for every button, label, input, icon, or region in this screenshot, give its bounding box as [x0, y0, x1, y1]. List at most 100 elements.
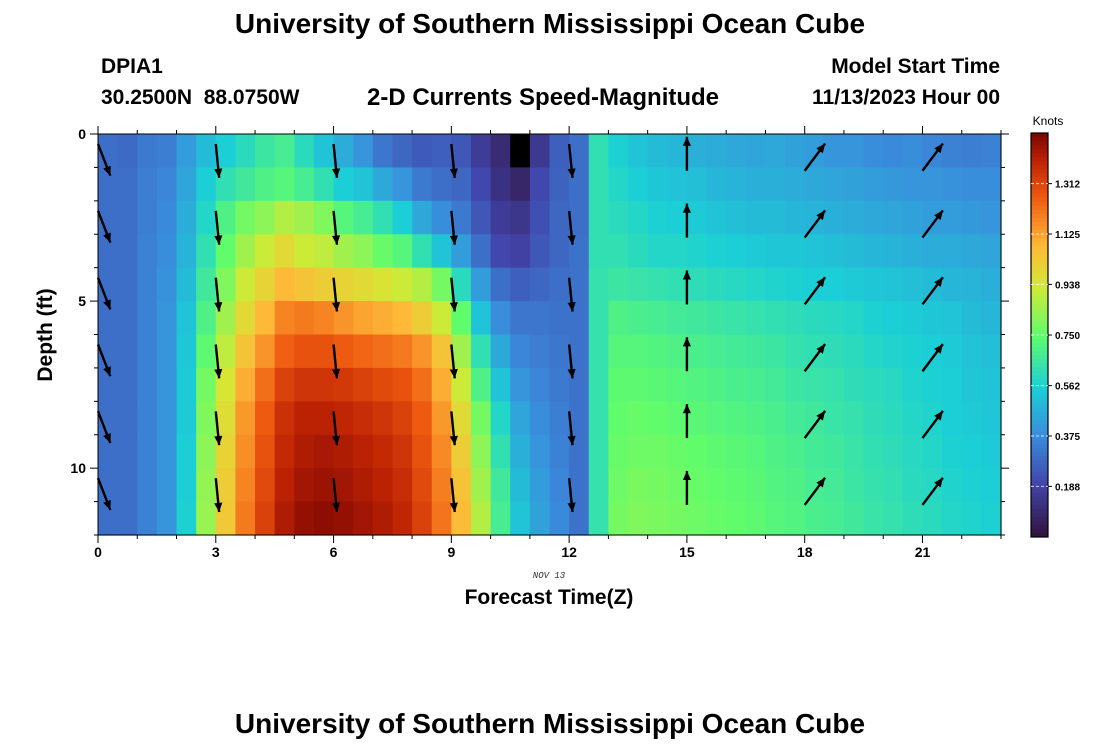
heatmap-cell [176, 367, 197, 402]
heatmap-cell [431, 434, 452, 469]
heatmap-cell [883, 167, 904, 202]
heatmap-cell [824, 134, 845, 169]
heatmap-cell [451, 501, 472, 536]
current-vector [214, 411, 223, 446]
heatmap-cell [824, 234, 845, 269]
heatmap-cell [137, 200, 158, 235]
model-start-label: Model Start Time [831, 55, 1000, 78]
heatmap-cell [137, 301, 158, 336]
heatmap-cell [353, 501, 374, 536]
heatmap-cell [196, 501, 217, 536]
heatmap-cell [98, 434, 119, 469]
heatmap-cell [569, 501, 590, 536]
y-tick-label: 5 [78, 293, 86, 309]
current-vector [449, 344, 458, 379]
colorbar-tick-label: 0.938 [1055, 280, 1080, 291]
heatmap-cell [333, 234, 354, 269]
colorbar-segment [1031, 448, 1048, 453]
heatmap-cell [353, 401, 374, 436]
heatmap-cell [196, 200, 217, 235]
heatmap-cell [902, 134, 924, 169]
heatmap-cell [942, 267, 963, 302]
heatmap-cell [667, 167, 688, 202]
heatmap-cell [706, 200, 727, 235]
heatmap-cell [529, 367, 551, 402]
heatmap-cell [529, 200, 551, 235]
heatmap-cell [353, 434, 374, 469]
current-vector [214, 478, 223, 513]
heatmap-cell [490, 167, 511, 202]
heatmap-cell [883, 367, 904, 402]
colorbar-segment [1031, 274, 1048, 279]
heatmap-cell [706, 334, 727, 369]
heatmap-cell [922, 468, 943, 503]
heatmap-cell [412, 301, 433, 336]
heatmap-cell [608, 167, 629, 202]
colorbar-segment [1031, 185, 1048, 191]
heatmap-cell [529, 167, 551, 202]
heatmap-cell [274, 301, 295, 336]
heatmap-cell [981, 468, 1002, 503]
colorbar-segment [1031, 363, 1048, 368]
heatmap-cell [961, 267, 982, 302]
heatmap-cell [902, 267, 924, 302]
x-tick-label: 6 [330, 544, 338, 560]
heatmap-cell [313, 200, 335, 235]
heatmap-cell [726, 134, 747, 169]
heatmap-cell [392, 367, 413, 402]
heatmap-cell [196, 434, 217, 469]
heatmap-cell [588, 401, 609, 436]
heatmap-cell [156, 301, 178, 336]
heatmap-cell [235, 334, 256, 369]
heatmap-cell [961, 468, 982, 503]
heatmap-cell [156, 434, 178, 469]
heatmap-cell [215, 267, 237, 302]
current-vector [682, 404, 691, 439]
heatmap-cell [176, 301, 197, 336]
heatmap-cell [942, 167, 963, 202]
heatmap-cell [588, 267, 609, 302]
heatmap-cell [372, 234, 394, 269]
heatmap-cell [588, 234, 609, 269]
heatmap-cell [510, 501, 531, 536]
heatmap-cell [451, 134, 472, 169]
heatmap-cell [843, 501, 865, 536]
colorbar-segment [1031, 290, 1048, 296]
heatmap-cell [608, 468, 629, 503]
heatmap-cell [255, 301, 276, 336]
heatmap-cell [176, 468, 197, 503]
heatmap-cell [470, 234, 492, 269]
heatmap-cell [274, 134, 295, 169]
colorbar-segment [1031, 399, 1048, 405]
heatmap-cell [451, 468, 472, 503]
heatmap-cell [333, 200, 354, 235]
heatmap-cell [529, 334, 551, 369]
heatmap-cell [156, 501, 178, 536]
heatmap-cell [608, 501, 629, 536]
heatmap-cell [981, 434, 1002, 469]
heatmap-cell [647, 234, 668, 269]
heatmap-cell [510, 334, 531, 369]
heatmap-cell [922, 334, 943, 369]
heatmap-cell [117, 434, 138, 469]
heatmap-cell [726, 334, 747, 369]
heatmap-cell [588, 200, 609, 235]
colorbar-segment [1031, 492, 1048, 498]
heatmap-cell [176, 401, 197, 436]
heatmap-cell [765, 134, 786, 169]
heatmap-cell [392, 167, 413, 202]
heatmap-cell [843, 468, 865, 503]
heatmap-cell [372, 200, 394, 235]
current-vector [567, 210, 576, 245]
heatmap-cell [706, 468, 727, 503]
heatmap-cell [392, 234, 413, 269]
heatmap-cell [726, 434, 747, 469]
heatmap-cell [176, 134, 197, 169]
colorbar-segment [1031, 512, 1048, 518]
heatmap-cell [510, 434, 531, 469]
colorbar-segment [1031, 177, 1048, 182]
heatmap-cell [215, 301, 237, 336]
current-vector [803, 410, 827, 439]
heatmap-cell [804, 401, 825, 436]
heatmap-cell [765, 334, 786, 369]
